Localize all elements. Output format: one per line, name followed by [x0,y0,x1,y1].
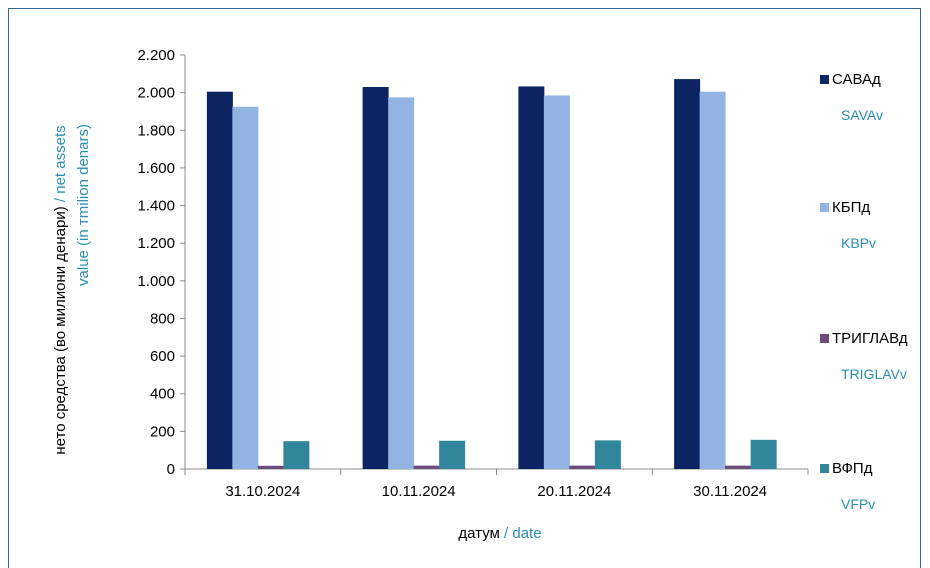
legend-label: ВФПд [832,460,873,477]
y-tick-label: 800 [150,310,175,327]
y-tick-label: 1.000 [137,273,175,290]
bar-kbpv [699,91,726,469]
bar-savav [518,86,545,469]
y-tick-label: 400 [150,386,175,403]
y-axis-title-en-part2: value (in тmilion denars) [75,124,92,286]
legend-label: САВАд [832,71,881,88]
bar-kbpv [388,97,415,469]
bar-vfpv [750,439,777,469]
chart-frame [8,8,921,568]
legend-label-en: KBPv [841,235,876,251]
y-tick-label: 600 [150,348,175,365]
y-tick-label: 1.200 [137,235,175,252]
x-tick-label: 30.11.2024 [693,483,767,500]
y-axis-title-line1: нето средства (во милиони денари) / net … [52,125,69,454]
y-tick-label: 1.800 [137,122,175,139]
legend-label: КБПд [832,199,870,216]
x-axis-title-en: / date [500,525,542,542]
bar-kbpv [232,106,259,469]
x-axis-title-main: датум [458,525,499,542]
bar-savav [674,79,701,469]
bar-vfpv [594,440,621,469]
bar-kbpv [543,95,570,469]
y-tick-label: 2.000 [137,85,175,102]
y-tick-label: 1.600 [137,160,175,177]
legend-label-en: VFPv [841,496,875,512]
bar-savav [362,86,389,469]
x-tick-label: 31.10.2024 [225,483,300,500]
y-axis-title-main: нето средства (во милиони денари) [52,206,69,454]
legend-swatch-savav [820,75,829,84]
bar-triglavv [413,465,440,469]
x-tick-label: 10.11.2024 [382,483,456,500]
legend-label-en: TRIGLAVv [841,366,907,382]
y-tick-label: 2.200 [137,47,175,64]
legend-swatch-triglavv [820,334,829,343]
bar-triglavv [257,465,284,469]
legend-label: ТРИГЛАВд [832,330,908,347]
legend-swatch-vfpv [820,464,829,473]
y-axis-title-en-part1: / net assets [52,125,69,206]
bar-savav [206,91,233,469]
y-tick-label: 0 [167,461,175,478]
x-axis-title: датум / date [458,525,541,542]
y-tick-label: 1.400 [137,198,175,215]
bar-triglavv [569,465,596,469]
x-tick-label: 20.11.2024 [537,483,611,500]
bar-vfpv [439,440,466,469]
legend-label-en: SAVAv [841,107,883,123]
y-tick-label: 200 [150,423,175,440]
bar-vfpv [283,441,310,469]
bar-triglavv [725,465,752,469]
legend-swatch-kbpv [820,203,829,212]
